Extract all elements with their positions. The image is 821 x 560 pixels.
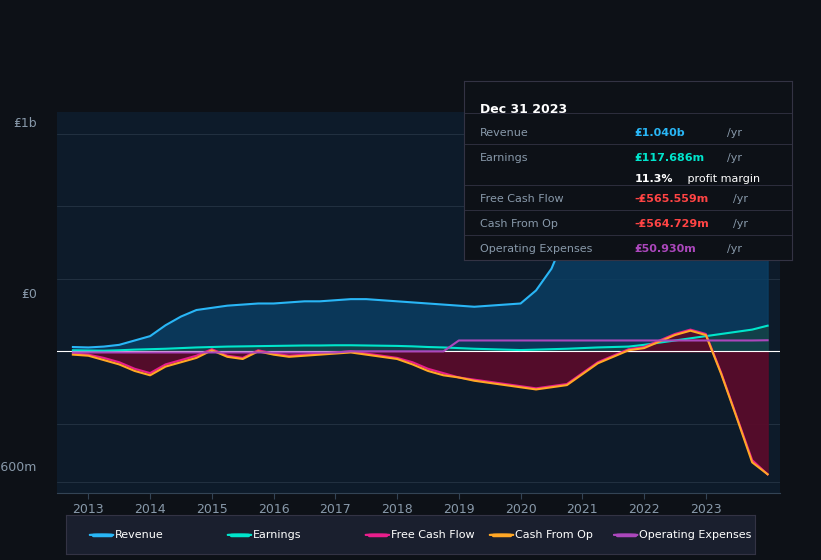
Circle shape [613,534,638,535]
Circle shape [227,534,252,535]
Text: profit margin: profit margin [684,174,760,184]
Text: /yr: /yr [733,219,748,229]
Text: -₤600m: -₤600m [0,461,37,474]
Text: ₤117.686m: ₤117.686m [635,153,704,163]
Text: Earnings: Earnings [253,530,302,540]
Circle shape [489,534,514,535]
Text: Earnings: Earnings [480,153,529,163]
Text: ₤50.930m: ₤50.930m [635,244,696,254]
Circle shape [365,534,390,535]
Text: /yr: /yr [727,128,741,138]
Text: Revenue: Revenue [480,128,529,138]
Text: Operating Expenses: Operating Expenses [480,244,593,254]
Text: Cash From Op: Cash From Op [516,530,594,540]
Text: Operating Expenses: Operating Expenses [640,530,752,540]
Text: /yr: /yr [733,194,748,204]
Text: ₤0: ₤0 [21,287,37,301]
Text: Free Cash Flow: Free Cash Flow [391,530,475,540]
Circle shape [89,534,114,535]
Text: Free Cash Flow: Free Cash Flow [480,194,564,204]
Text: ₤1b: ₤1b [13,116,37,130]
Text: Cash From Op: Cash From Op [480,219,558,229]
Text: -₤564.729m: -₤564.729m [635,219,709,229]
Text: Dec 31 2023: Dec 31 2023 [480,102,567,116]
Text: /yr: /yr [727,153,741,163]
Text: 11.3%: 11.3% [635,174,673,184]
Text: /yr: /yr [727,244,741,254]
Text: Revenue: Revenue [115,530,164,540]
Text: ₤1.040b: ₤1.040b [635,128,686,138]
Text: -₤565.559m: -₤565.559m [635,194,709,204]
